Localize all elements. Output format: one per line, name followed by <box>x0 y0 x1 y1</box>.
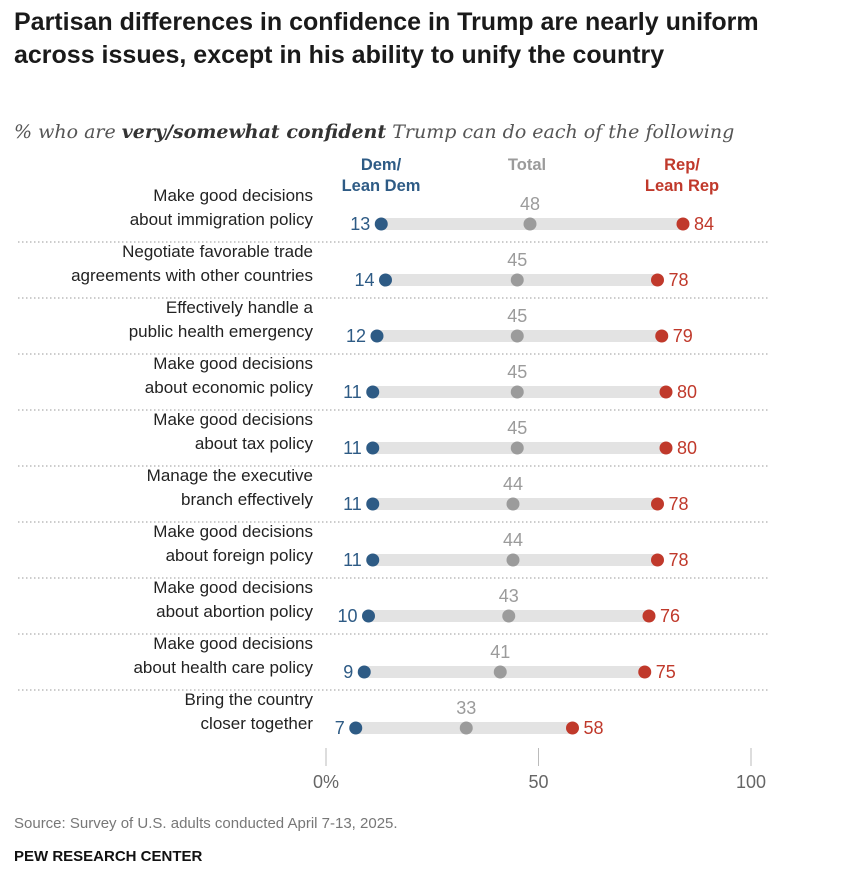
category-label-6-1: about foreign policy <box>166 546 314 565</box>
dot-1-8 <box>493 665 507 679</box>
value-label-dem-8: 9 <box>343 662 353 682</box>
dot-1-2 <box>510 329 524 343</box>
dot-0-8 <box>357 665 371 679</box>
value-label-rep-9: 58 <box>584 718 604 738</box>
axis-tick-label-2: 100 <box>736 772 766 792</box>
organization-name: PEW RESEARCH CENTER <box>14 848 203 865</box>
value-label-total-9: 33 <box>456 698 476 718</box>
value-label-dem-6: 11 <box>343 550 362 570</box>
dot-2-5 <box>651 497 664 511</box>
value-label-rep-5: 78 <box>669 494 689 514</box>
value-label-total-7: 43 <box>499 586 519 606</box>
dot-0-5 <box>366 497 380 511</box>
dot-2-3 <box>659 385 673 399</box>
category-label-7-0: Make good decisions <box>153 578 313 597</box>
dot-1-1 <box>510 273 524 287</box>
dot-0-9 <box>349 721 363 735</box>
value-label-dem-2: 12 <box>346 326 366 346</box>
value-label-total-0: 48 <box>520 194 540 214</box>
value-label-dem-7: 10 <box>337 606 357 626</box>
value-label-dem-5: 11 <box>343 494 362 514</box>
dot-2-0 <box>676 217 690 231</box>
legend-label-0-0: Dem/ <box>361 156 402 174</box>
dot-0-0 <box>374 217 388 231</box>
axis-tick-label-0: 0% <box>313 772 339 792</box>
dot-2-1 <box>651 273 664 287</box>
dot-plot-chart: Dem/Lean Dem Total Rep/Lean Rep Make good d… <box>18 156 770 792</box>
chart-subtitle: % who are very/somewhat confident Trump … <box>14 121 824 143</box>
category-label-3-1: about economic policy <box>145 378 314 397</box>
value-label-rep-7: 76 <box>660 606 680 626</box>
dot-1-0 <box>523 217 537 231</box>
dot-0-4 <box>366 441 380 455</box>
category-label-0-0: Make good decisions <box>153 186 313 205</box>
value-label-dem-0: 13 <box>350 214 370 234</box>
value-label-rep-8: 75 <box>656 662 676 682</box>
dot-0-2 <box>370 329 384 343</box>
subtitle-emphasis: very/somewhat confident <box>121 121 387 143</box>
dot-2-7 <box>642 609 656 623</box>
value-label-total-1: 45 <box>507 250 527 270</box>
dot-0-3 <box>366 385 380 399</box>
value-label-total-3: 45 <box>507 362 527 382</box>
legend-label-0-1: Lean Dem <box>342 177 421 195</box>
value-label-dem-4: 11 <box>343 438 362 458</box>
dot-2-8 <box>638 665 652 679</box>
value-label-dem-1: 14 <box>354 270 374 290</box>
value-label-rep-4: 80 <box>677 438 697 458</box>
dot-2-4 <box>659 441 673 455</box>
dot-1-6 <box>506 553 520 567</box>
value-label-dem-9: 7 <box>335 718 345 738</box>
value-label-total-5: 44 <box>503 474 523 494</box>
dot-0-7 <box>362 609 375 623</box>
dot-1-4 <box>510 441 524 455</box>
value-label-total-8: 41 <box>490 642 510 662</box>
category-label-1-1: agreements with other countries <box>71 266 313 285</box>
value-label-rep-6: 78 <box>669 550 689 570</box>
category-label-2-0: Effectively handle a <box>166 298 314 317</box>
subtitle-prefix: % who are <box>14 121 122 143</box>
category-label-3-0: Make good decisions <box>153 354 313 373</box>
category-label-9-0: Bring the country <box>184 690 313 709</box>
legend-label-2-0: Rep/ <box>664 156 700 174</box>
dot-2-2 <box>655 329 669 343</box>
value-label-total-6: 44 <box>503 530 523 550</box>
dot-1-3 <box>510 385 524 399</box>
category-label-9-1: closer together <box>201 714 314 733</box>
category-label-5-1: branch effectively <box>181 490 313 509</box>
category-label-4-0: Make good decisions <box>153 410 313 429</box>
dot-1-7 <box>502 609 516 623</box>
category-label-6-0: Make good decisions <box>153 522 313 541</box>
axis-tick-label-1: 50 <box>528 772 548 792</box>
value-label-total-2: 45 <box>507 306 527 326</box>
category-label-0-1: about immigration policy <box>130 210 314 229</box>
dot-2-9 <box>566 721 579 735</box>
legend-label-2-1: Lean Rep <box>645 177 719 195</box>
dot-1-5 <box>506 497 520 511</box>
dot-0-1 <box>379 273 392 287</box>
category-label-4-1: about tax policy <box>195 434 314 453</box>
value-label-total-4: 45 <box>507 418 527 438</box>
category-label-1-0: Negotiate favorable trade <box>122 242 313 261</box>
source-note: Source: Survey of U.S. adults conducted … <box>14 815 398 832</box>
category-label-7-1: about abortion policy <box>156 602 313 621</box>
dot-0-6 <box>366 553 380 567</box>
category-label-8-1: about health care policy <box>133 658 313 677</box>
category-label-8-0: Make good decisions <box>153 634 313 653</box>
dot-2-6 <box>651 553 664 567</box>
value-label-rep-1: 78 <box>669 270 689 290</box>
chart-title: Partisan differences in confidence in Tr… <box>14 8 759 69</box>
category-label-2-1: public health emergency <box>129 322 314 341</box>
dot-1-9 <box>459 721 473 735</box>
value-label-rep-3: 80 <box>677 382 697 402</box>
subtitle-suffix: Trump can do each of the following <box>386 121 735 143</box>
legend-label-1-0: Total <box>508 156 546 174</box>
category-label-5-0: Manage the executive <box>147 466 313 485</box>
value-label-dem-3: 11 <box>343 382 362 402</box>
value-label-rep-0: 84 <box>694 214 714 234</box>
value-label-rep-2: 79 <box>673 326 693 346</box>
